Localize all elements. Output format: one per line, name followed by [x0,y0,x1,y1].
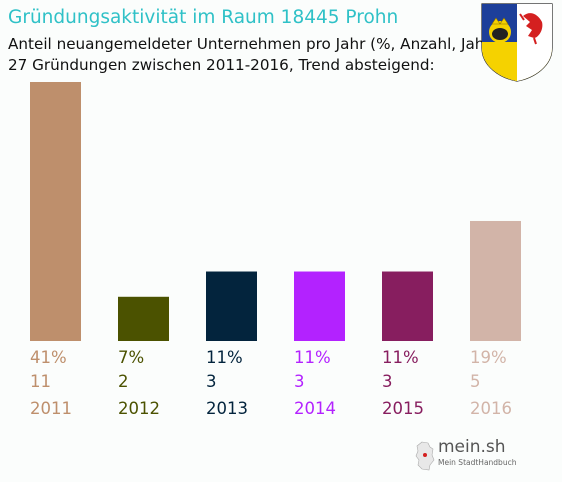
coat-of-arms-icon [481,3,553,82]
year-label-2011: 2011 [30,399,72,418]
count-label-2011: 11 [30,372,51,391]
chart-summary: 27 Gründungen zwischen 2011-2016, Trend … [8,56,435,74]
percent-label-2016: 19% [470,348,507,367]
count-label-2016: 5 [470,372,481,391]
count-label-2014: 3 [294,372,305,391]
percent-label-2012: 7% [118,348,144,367]
bar-2011 [30,82,81,341]
watermark-logo: mein.sh Mein StadtHandbuch [414,437,524,473]
count-label-2015: 3 [382,372,393,391]
chart-subtitle: Anteil neuangemeldeter Unternehmen pro J… [8,35,497,53]
bar-2013 [206,271,257,341]
year-label-2012: 2012 [118,399,160,418]
chart-title: Gründungsaktivität im Raum 18445 Prohn [8,7,399,28]
germany-map-icon [415,441,435,471]
year-label-2013: 2013 [206,399,248,418]
year-label-2015: 2015 [382,399,424,418]
percent-label-2014: 11% [294,348,331,367]
bar-2012 [118,296,169,341]
percent-label-2011: 41% [30,348,67,367]
percent-label-2013: 11% [206,348,243,367]
count-label-2013: 3 [206,372,217,391]
watermark-tagline: Mein StadtHandbuch [438,458,517,467]
bar-2014 [294,271,345,341]
count-label-2012: 2 [118,372,129,391]
bar-2016 [470,220,521,341]
year-label-2016: 2016 [470,399,512,418]
bar-2015 [382,271,433,341]
watermark-name: mein.sh [438,437,506,457]
percent-label-2015: 11% [382,348,419,367]
year-label-2014: 2014 [294,399,336,418]
